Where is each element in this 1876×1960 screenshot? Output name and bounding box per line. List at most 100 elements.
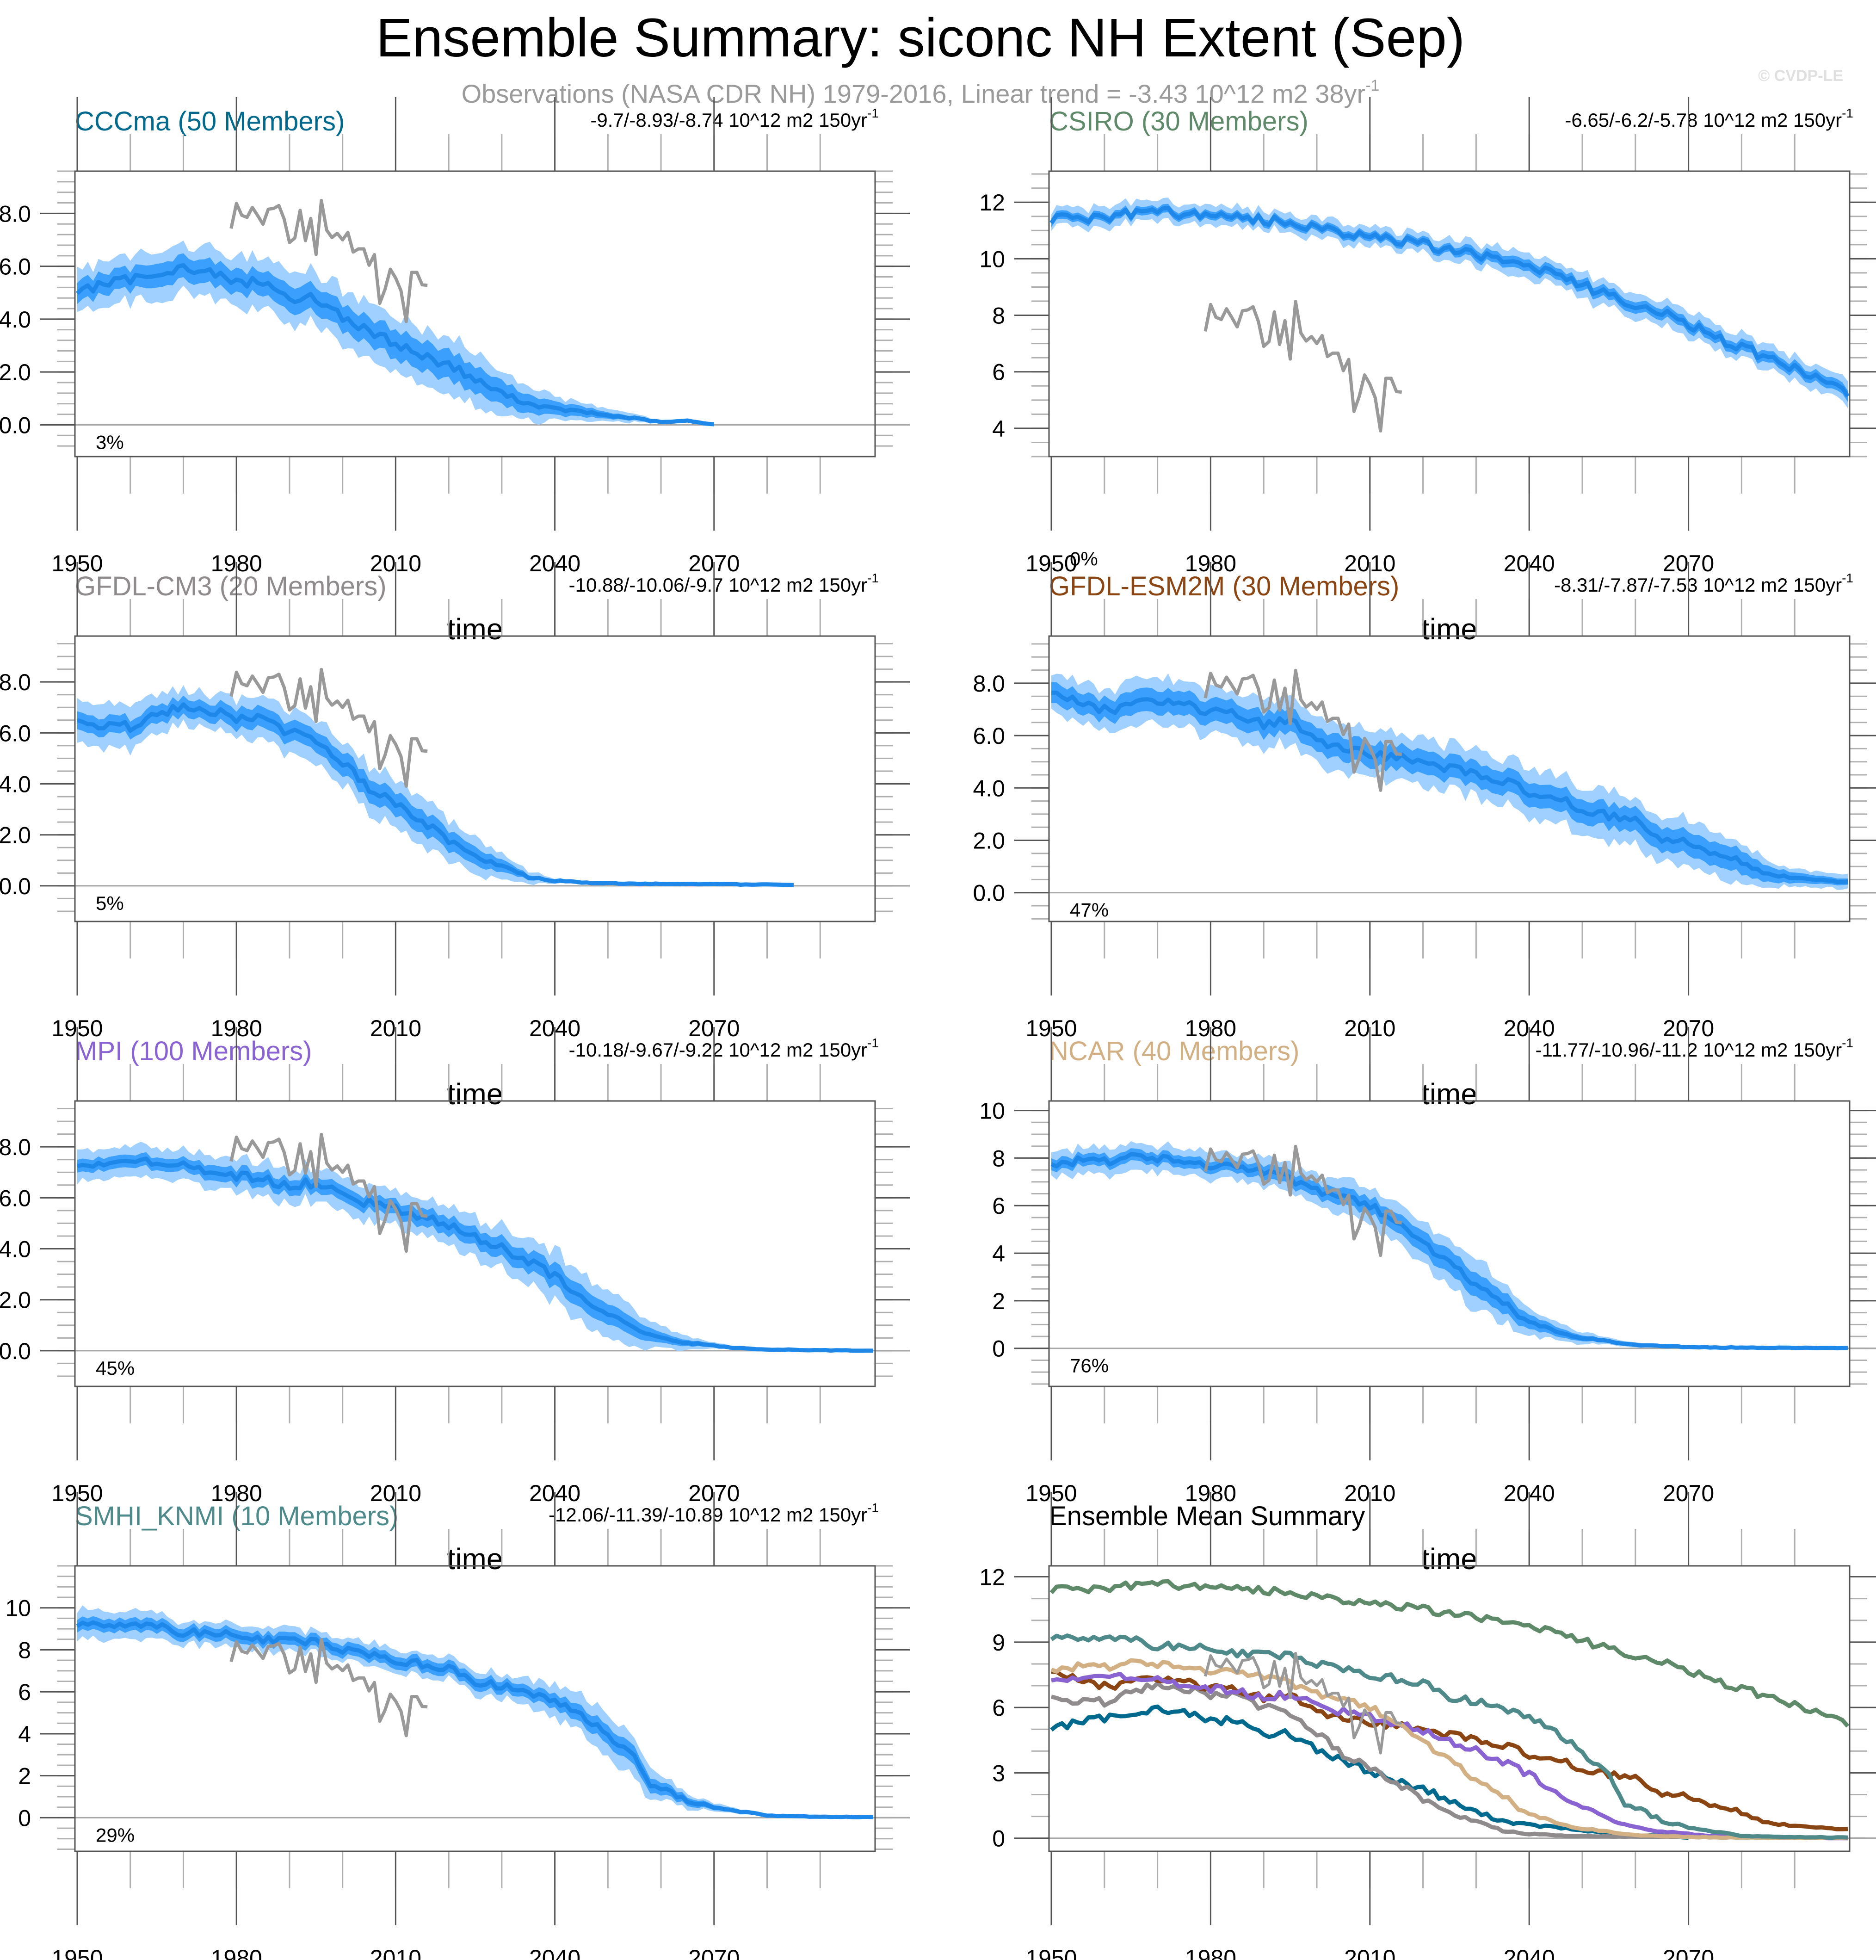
observations-line [229,1132,428,1253]
outer-spread-band [1051,1141,1848,1348]
y-tick-label: 4.0 [973,775,1005,801]
ensemble-mean-line [1050,1152,1848,1351]
trend-label-superscript: -1 [867,106,879,120]
x-tick-label: 2010 [1344,1945,1395,1960]
plot-area [76,1132,874,1353]
percent-label: 76% [1070,1355,1109,1377]
x-tick-label: 2070 [688,1945,740,1960]
y-tick-label: 4.0 [0,772,31,798]
y-tick-label: 4 [18,1721,31,1747]
y-tick-label: 9 [992,1630,1005,1656]
observations-line [1203,300,1402,433]
trend-label-superscript: -1 [867,1036,879,1050]
x-axis-title: time [447,612,503,646]
trend-label-text: -10.18/-9.67/-9.22 10^12 m2 150yr [569,1039,867,1061]
summary-line-smhi_knmi [1050,1633,1848,1840]
panel-title: GFDL-ESM2M (30 Members) [1049,571,1399,601]
y-tick-label: 0.0 [0,1338,31,1364]
y-tick-label: 6 [992,359,1005,385]
trend-label-text: -6.65/-6.2/-5.78 10^12 m2 150yr [1565,109,1842,131]
panel-ncar: NCAR (40 Members) -11.77/-10.96/-11.2 10^… [979,1027,1876,1576]
y-tick-label: 0.0 [973,880,1005,906]
x-tick-label: 1980 [1185,1945,1236,1960]
x-tick-label: 1950 [51,1945,103,1960]
plot-area [76,668,794,887]
plot-frame [1048,1100,1851,1387]
y-tick-label: 6.0 [0,1185,31,1211]
plot-frame [1048,1565,1851,1852]
y-tick-label: 0.0 [0,412,31,438]
trend-label-superscript: -1 [1842,106,1853,120]
percent-label: 29% [96,1824,135,1846]
plot-area [1049,1579,1850,1841]
trend-label: -6.65/-6.2/-5.78 10^12 m2 150yr-1 [1565,106,1853,131]
x-tick-label: 2070 [1663,1945,1714,1960]
x-tick-label: 2040 [1504,1945,1555,1960]
plot-frame [74,170,876,458]
y-tick-label: 6 [992,1695,1005,1721]
panel-csiro: CSIRO (30 Members) -6.65/-6.2/-5.78 10^12… [979,97,1876,646]
y-tick-label: 8.0 [0,669,31,695]
panel-title: Ensemble Mean Summary [1049,1501,1365,1531]
y-tick-label: 4 [992,1241,1005,1267]
plot-area [1051,668,1848,890]
trend-label-text: -10.88/-10.06/-9.7 10^12 m2 150yr [569,574,867,596]
watermark: © CVDP-LE [1758,67,1843,85]
panel-smhi_knmi: SMHI_KNMI (10 Members) -12.06/-11.39/-10.… [5,1492,910,1960]
summary-observations-line [1203,1651,1402,1755]
plot-frame [1048,170,1851,458]
trend-label-text: -12.06/-11.39/-10.89 10^12 m2 150yr [549,1504,867,1526]
trend-label: -10.18/-9.67/-9.22 10^12 m2 150yr-1 [569,1036,879,1061]
panel-mpi: MPI (100 Members) -10.18/-9.67/-9.22 10^1… [0,1027,910,1576]
panel-title: NCAR (40 Members) [1049,1036,1299,1066]
percent-label: 47% [1070,899,1109,921]
summary-line-gfdl-esm2m [1051,1669,1848,1831]
y-tick-label: 6.0 [0,254,31,280]
ensemble-mean-line [76,1620,874,1819]
x-axis-title: time [1421,1077,1477,1111]
subtitle: Observations (NASA CDR NH) 1979-2016, Li… [462,77,1380,108]
y-tick-label: 12 [979,1564,1005,1590]
plot-area [76,1605,874,1819]
trend-label: -10.88/-10.06/-9.7 10^12 m2 150yr-1 [569,571,879,596]
inner-spread-band [77,253,714,425]
y-tick-label: 8.0 [0,1134,31,1160]
y-tick-label: 10 [5,1595,31,1621]
panel-gfdl-esm2m: GFDL-ESM2M (30 Members) -8.31/-7.87/-7.53… [973,562,1876,1111]
panel-cccma: CCCma (50 Members) -9.7/-8.93/-8.74 10^12… [0,97,910,646]
y-tick-label: 2.0 [0,359,31,385]
panel-ensemble-mean-summary: Ensemble Mean Summary 0 3 6 9 12 1950 1980 2010 2… [979,1492,1876,1960]
y-tick-label: 8 [992,1145,1005,1171]
y-tick-label: 6 [992,1193,1005,1219]
trend-label: -9.7/-8.93/-8.74 10^12 m2 150yr-1 [590,106,879,131]
trend-label-superscript: -1 [867,1501,879,1515]
trend-label-superscript: -1 [1842,571,1853,585]
subtitle-superscript: -1 [1365,77,1379,94]
percent-label: 3% [96,431,124,453]
y-tick-label: 8 [18,1637,31,1663]
observations-line [229,1638,428,1737]
trend-label: -12.06/-11.39/-10.89 10^12 m2 150yr-1 [549,1501,879,1526]
x-tick-label: 2040 [529,1945,580,1960]
trend-label-text: -8.31/-7.87/-7.53 10^12 m2 150yr [1554,574,1842,596]
panel-title: CSIRO (30 Members) [1049,106,1308,136]
trend-label: -11.77/-10.96/-11.2 10^12 m2 150yr-1 [1536,1036,1853,1061]
plot-frame [74,1565,876,1852]
trend-label-superscript: -1 [1842,1036,1853,1050]
y-tick-label: 10 [979,246,1005,272]
y-tick-label: 2.0 [0,1287,31,1313]
y-tick-label: 2 [18,1763,31,1789]
panel-title: GFDL-CM3 (20 Members) [75,571,387,601]
panel-title: MPI (100 Members) [75,1036,312,1066]
y-tick-label: 6 [18,1679,31,1705]
y-tick-label: 8.0 [973,671,1005,697]
summary-line-csiro [1049,1579,1850,1728]
y-tick-label: 8 [992,303,1005,329]
y-tick-label: 6.0 [0,720,31,746]
plot-area [75,198,715,427]
ensemble-mean-line [76,1156,874,1353]
plot-area [1049,197,1850,433]
inner-spread-band [1051,204,1848,402]
subtitle-text: Observations (NASA CDR NH) 1979-2016, Li… [462,79,1366,108]
inner-spread-band [77,695,794,885]
